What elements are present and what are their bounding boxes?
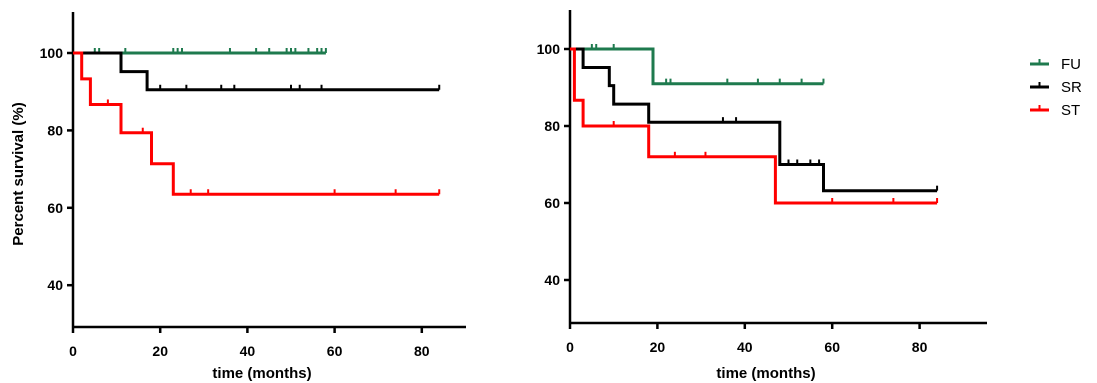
- x-tick-label: 40: [737, 339, 753, 355]
- left-y-axis-title: Percent survival (%): [10, 102, 27, 245]
- series-line-0: [570, 47, 824, 86]
- right-chart: 40 60 80 100 0 20 40 60 80 time (months): [537, 10, 987, 382]
- series-line-2: [73, 51, 440, 196]
- series-line-1: [73, 51, 440, 92]
- right-x-ticks: 0 20 40 60 80: [566, 323, 928, 355]
- y-tick-label: 60: [47, 200, 63, 216]
- x-tick-label: 80: [912, 339, 928, 355]
- legend-label: SR: [1061, 79, 1082, 96]
- legend-label: ST: [1061, 102, 1080, 119]
- x-tick-label: 0: [69, 343, 77, 359]
- x-tick-label: 60: [327, 343, 343, 359]
- y-tick-label: 80: [544, 118, 560, 134]
- y-tick-label: 100: [537, 41, 561, 57]
- left-x-axis-title: time (months): [212, 365, 311, 382]
- left-x-ticks: 0 20 40 60 80: [69, 327, 430, 359]
- left-chart: 40 60 80 100 0 20 40 60 80 time (months) Percen…: [10, 12, 466, 382]
- series-line-1: [570, 47, 938, 193]
- y-tick-label: 40: [544, 272, 560, 288]
- y-tick-label: 100: [40, 45, 64, 61]
- y-tick-label: 80: [47, 122, 63, 138]
- y-tick-label: 40: [47, 277, 63, 293]
- series-line-2: [570, 47, 938, 205]
- x-tick-label: 40: [240, 343, 256, 359]
- x-tick-label: 60: [824, 339, 840, 355]
- right-series-group: [570, 44, 939, 205]
- x-tick-label: 20: [650, 339, 666, 355]
- right-y-ticks: 40 60 80 100: [537, 41, 570, 288]
- x-tick-label: 0: [566, 339, 574, 355]
- legend: FU SR ST: [1030, 56, 1082, 119]
- legend-label: FU: [1061, 56, 1081, 73]
- right-x-axis-title: time (months): [716, 365, 815, 382]
- x-tick-label: 80: [414, 343, 430, 359]
- left-y-ticks: 40 60 80 100: [40, 45, 73, 293]
- y-tick-label: 60: [544, 195, 560, 211]
- left-series-group: [73, 48, 441, 196]
- x-tick-label: 20: [152, 343, 168, 359]
